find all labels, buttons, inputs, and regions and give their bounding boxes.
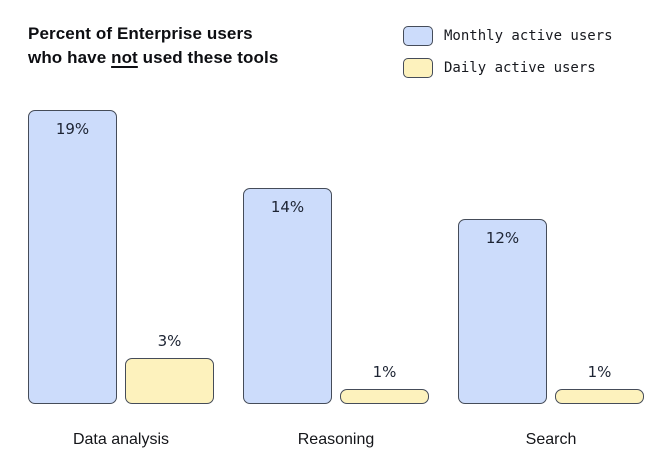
- bar-daily: [555, 389, 644, 404]
- legend-swatch-daily-icon: [403, 58, 433, 78]
- bar-value-label: 1%: [587, 363, 612, 381]
- category-label: Search: [525, 431, 577, 448]
- chart-title: Percent of Enterprise users who have not…: [28, 22, 278, 70]
- bar-value-label: 14%: [270, 198, 305, 216]
- legend-label-daily: Daily active users: [444, 60, 596, 76]
- bar-value-label: 1%: [372, 363, 397, 381]
- bar-value-label: 19%: [55, 120, 90, 138]
- chart-title-line2: who have not used these tools: [28, 48, 279, 67]
- bar-monthly: 19%: [28, 110, 117, 404]
- legend-label-monthly: Monthly active users: [444, 28, 613, 44]
- bar-value-label: 3%: [157, 332, 182, 350]
- legend-item-monthly: Monthly active users: [403, 26, 613, 46]
- legend-swatch-monthly-icon: [403, 26, 433, 46]
- bar-daily: [340, 389, 429, 404]
- category-label: Data analysis: [72, 431, 170, 448]
- bar-monthly: 12%: [458, 219, 547, 404]
- bar-group: 12% 1% Search: [458, 0, 644, 461]
- chart-title-line1: Percent of Enterprise users: [28, 24, 253, 43]
- underlined-word: not: [111, 48, 138, 67]
- legend: Monthly active users Daily active users: [403, 26, 613, 90]
- bar-daily: [125, 358, 214, 404]
- bar-group: 19% 3% Data analysis: [28, 0, 214, 461]
- bar-value-label: 12%: [485, 229, 520, 247]
- bar-group: 14% 1% Reasoning: [243, 0, 429, 461]
- category-label: Reasoning: [297, 431, 375, 448]
- legend-item-daily: Daily active users: [403, 58, 613, 78]
- bar-monthly: 14%: [243, 188, 332, 404]
